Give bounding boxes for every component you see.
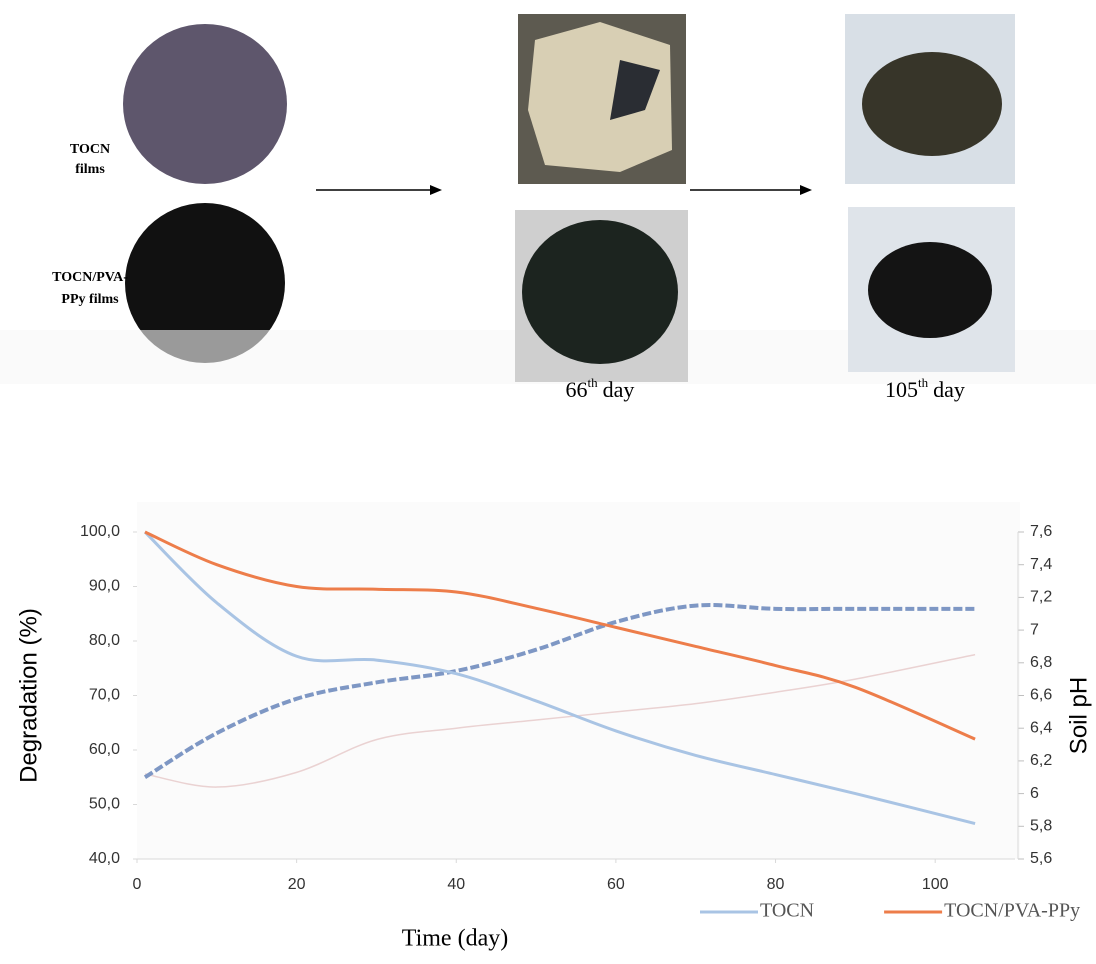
x-tick-label: 100 [922,876,949,893]
photo-crack [610,60,660,120]
x-tick-label: 0 [133,876,142,893]
series-line [144,530,976,741]
day-unit: day [933,377,965,402]
x-tick-label: 20 [288,876,306,893]
day-number: 105 [885,377,918,402]
x-tick-label: 80 [767,876,785,893]
y2-tick-label: 5,8 [1030,818,1052,835]
photo-film-fragment [522,220,678,364]
x-axis-title: Time (day) [402,926,508,952]
y2-tick-label: 6,4 [1030,719,1052,736]
y-tick-label: 100,0 [80,523,120,540]
photo-fragments [862,52,1002,156]
photo-tocn-film [123,24,287,184]
y-tick-label: 50,0 [89,796,120,813]
sample-label: TOCN [70,142,110,157]
day-label: 66th day [566,375,635,402]
y2-tick-label: 7,6 [1030,523,1052,540]
y2-tick-label: 5,6 [1030,850,1052,867]
photo-film-fragment [528,22,672,172]
y-tick-label: 80,0 [89,632,120,649]
arrow-head [430,185,442,195]
legend-label: TOCN [760,900,814,922]
y2-tick-label: 6,8 [1030,654,1052,671]
x-tick-label: 60 [607,876,625,893]
y2-tick-label: 6,6 [1030,687,1052,704]
y2-tick-label: 6,2 [1030,752,1052,769]
photo-composite-film [125,203,285,363]
y2-tick-label: 7,4 [1030,556,1052,573]
series-line [143,603,976,779]
y-tick-label: 70,0 [89,687,120,704]
y-tick-label: 40,0 [89,850,120,867]
y-tick-label: 90,0 [89,578,120,595]
day-number: 66 [566,377,588,402]
y2-axis-title: Soil pH [1065,677,1092,754]
day-unit: day [603,377,635,402]
y2-tick-label: 7,2 [1030,589,1052,606]
day-label: 105th day [885,375,965,402]
sample-label: films [75,162,105,177]
series-line [144,653,976,788]
day-suffix: th [588,375,599,390]
arrow-head [800,185,812,195]
photo-fragments [868,242,992,338]
x-tick-label: 40 [447,876,465,893]
legend-label: TOCN/PVA-PPy [944,900,1080,922]
series-line [143,530,976,826]
y-tick-label: 60,0 [89,741,120,758]
y2-tick-label: 7 [1030,621,1039,638]
y-axis-title: Degradation (%) [15,608,42,783]
sample-label: TOCN/PVA- [52,270,128,285]
y2-tick-label: 6 [1030,785,1039,802]
sample-label: PPy films [61,292,119,307]
plot-background [137,502,1020,859]
day-suffix: th [918,375,929,390]
